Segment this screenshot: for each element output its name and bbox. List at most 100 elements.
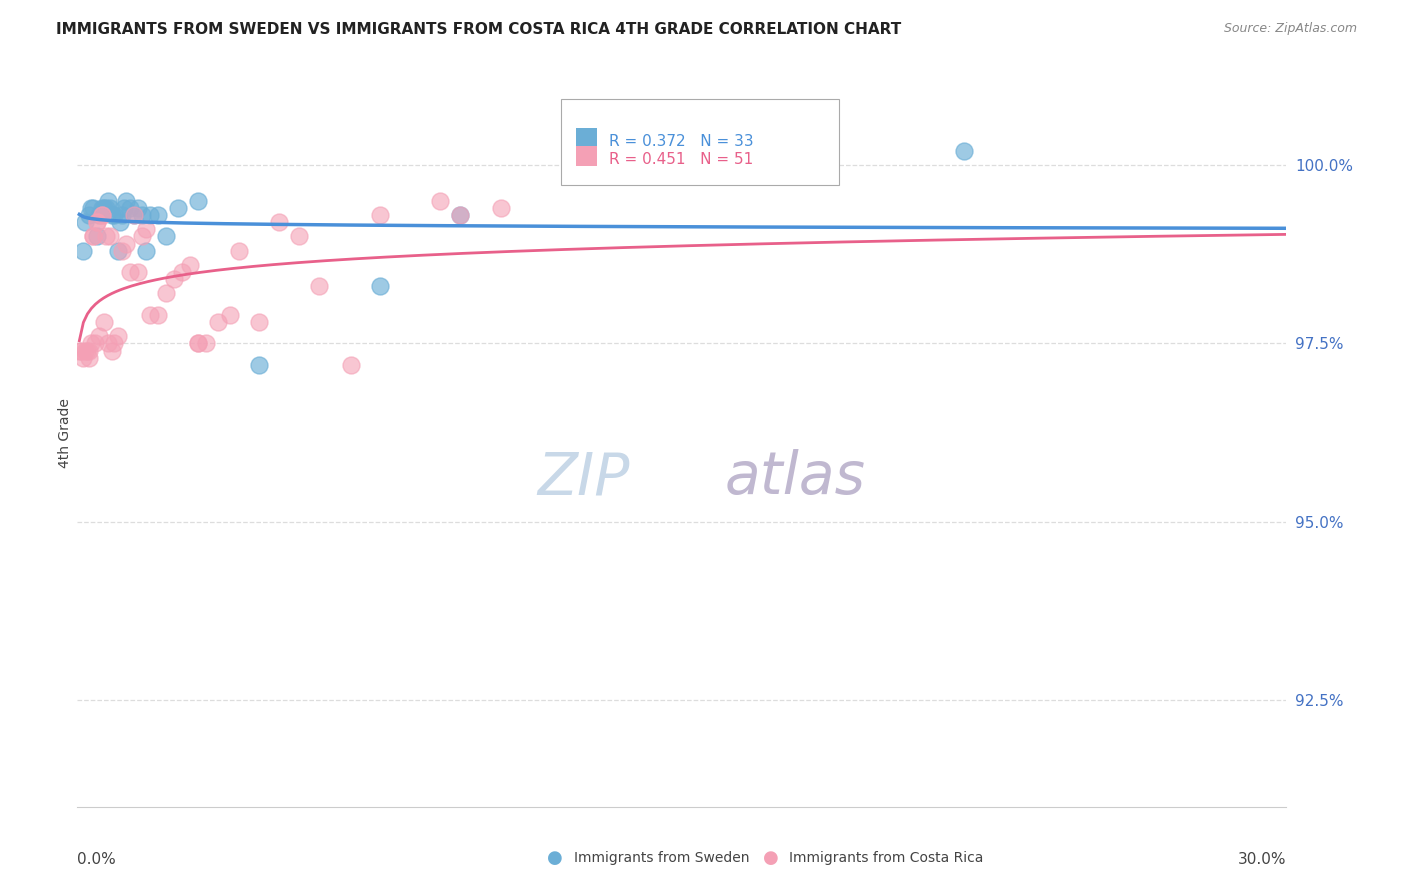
Point — [103, 208, 125, 222]
Point — [247, 358, 270, 372]
Point — [79, 343, 101, 358]
Point — [100, 343, 122, 358]
Point — [82, 201, 104, 215]
Point — [82, 229, 104, 244]
Point — [163, 272, 186, 286]
Point — [195, 336, 218, 351]
Text: Source: ZipAtlas.com: Source: ZipAtlas.com — [1223, 22, 1357, 36]
Point — [89, 329, 111, 343]
Point — [94, 201, 117, 215]
Point — [131, 229, 153, 244]
Point — [79, 208, 101, 222]
Point — [79, 351, 101, 365]
Text: Immigrants from Sweden: Immigrants from Sweden — [574, 851, 749, 865]
Text: atlas: atlas — [724, 449, 865, 506]
Text: R = 0.372   N = 33: R = 0.372 N = 33 — [609, 135, 754, 149]
Point — [146, 308, 169, 322]
Point — [107, 244, 129, 258]
Point — [75, 215, 97, 229]
Text: 0.0%: 0.0% — [77, 852, 117, 867]
Point — [90, 201, 112, 215]
Point — [172, 265, 194, 279]
Text: R = 0.451   N = 51: R = 0.451 N = 51 — [609, 153, 754, 168]
Point — [114, 194, 136, 208]
Point — [146, 208, 169, 222]
Point — [100, 208, 122, 222]
Point — [96, 336, 118, 351]
Point — [207, 315, 229, 329]
Point — [114, 236, 136, 251]
Point — [139, 308, 162, 322]
Point — [94, 229, 117, 244]
Text: ZIP: ZIP — [537, 449, 630, 506]
Point — [84, 336, 107, 351]
Point — [90, 208, 112, 222]
Point — [308, 279, 330, 293]
Point — [111, 244, 134, 258]
Point — [76, 343, 98, 358]
Point — [429, 194, 451, 208]
Point — [122, 208, 145, 222]
Point — [247, 315, 270, 329]
Text: IMMIGRANTS FROM SWEDEN VS IMMIGRANTS FROM COSTA RICA 4TH GRADE CORRELATION CHART: IMMIGRANTS FROM SWEDEN VS IMMIGRANTS FRO… — [56, 22, 901, 37]
Point — [340, 358, 363, 372]
Point — [96, 194, 118, 208]
Point — [449, 208, 471, 222]
Point — [368, 208, 391, 222]
Point — [179, 258, 201, 272]
Point — [122, 208, 145, 222]
Point — [167, 201, 190, 215]
Point — [70, 343, 93, 358]
Point — [288, 229, 311, 244]
Bar — [561, 99, 839, 186]
Point — [449, 208, 471, 222]
Point — [108, 215, 131, 229]
Point — [112, 201, 135, 215]
Point — [111, 208, 134, 222]
Point — [72, 351, 94, 365]
Point — [135, 222, 157, 236]
Point — [127, 265, 149, 279]
Text: Immigrants from Costa Rica: Immigrants from Costa Rica — [789, 851, 983, 865]
Text: 30.0%: 30.0% — [1239, 852, 1286, 867]
Point — [155, 286, 177, 301]
Bar — [575, 145, 598, 166]
Point — [90, 208, 112, 222]
Point — [368, 279, 391, 293]
Point — [89, 208, 111, 222]
Point — [86, 215, 108, 229]
Point — [219, 308, 242, 322]
Bar — [575, 128, 598, 148]
Point — [93, 315, 115, 329]
Point — [75, 343, 97, 358]
Point — [131, 208, 153, 222]
Point — [80, 336, 103, 351]
Point — [86, 229, 108, 244]
Point — [118, 265, 141, 279]
Point — [80, 201, 103, 215]
Point — [139, 208, 162, 222]
Point — [155, 229, 177, 244]
Y-axis label: 4th Grade: 4th Grade — [58, 398, 72, 467]
Point — [103, 336, 125, 351]
Point — [127, 201, 149, 215]
Text: ●: ● — [547, 849, 564, 867]
Point — [118, 201, 141, 215]
Point — [489, 201, 512, 215]
Point — [72, 244, 94, 258]
Point — [93, 201, 115, 215]
Point — [86, 215, 108, 229]
Point — [187, 194, 209, 208]
Point — [187, 336, 209, 351]
Point — [107, 329, 129, 343]
Point — [82, 229, 104, 244]
Point — [135, 244, 157, 258]
Point — [228, 244, 250, 258]
Point — [187, 336, 209, 351]
Point — [98, 229, 121, 244]
Point — [98, 201, 121, 215]
Text: ●: ● — [762, 849, 779, 867]
Point — [267, 215, 290, 229]
Point — [953, 144, 976, 158]
Point — [67, 343, 90, 358]
